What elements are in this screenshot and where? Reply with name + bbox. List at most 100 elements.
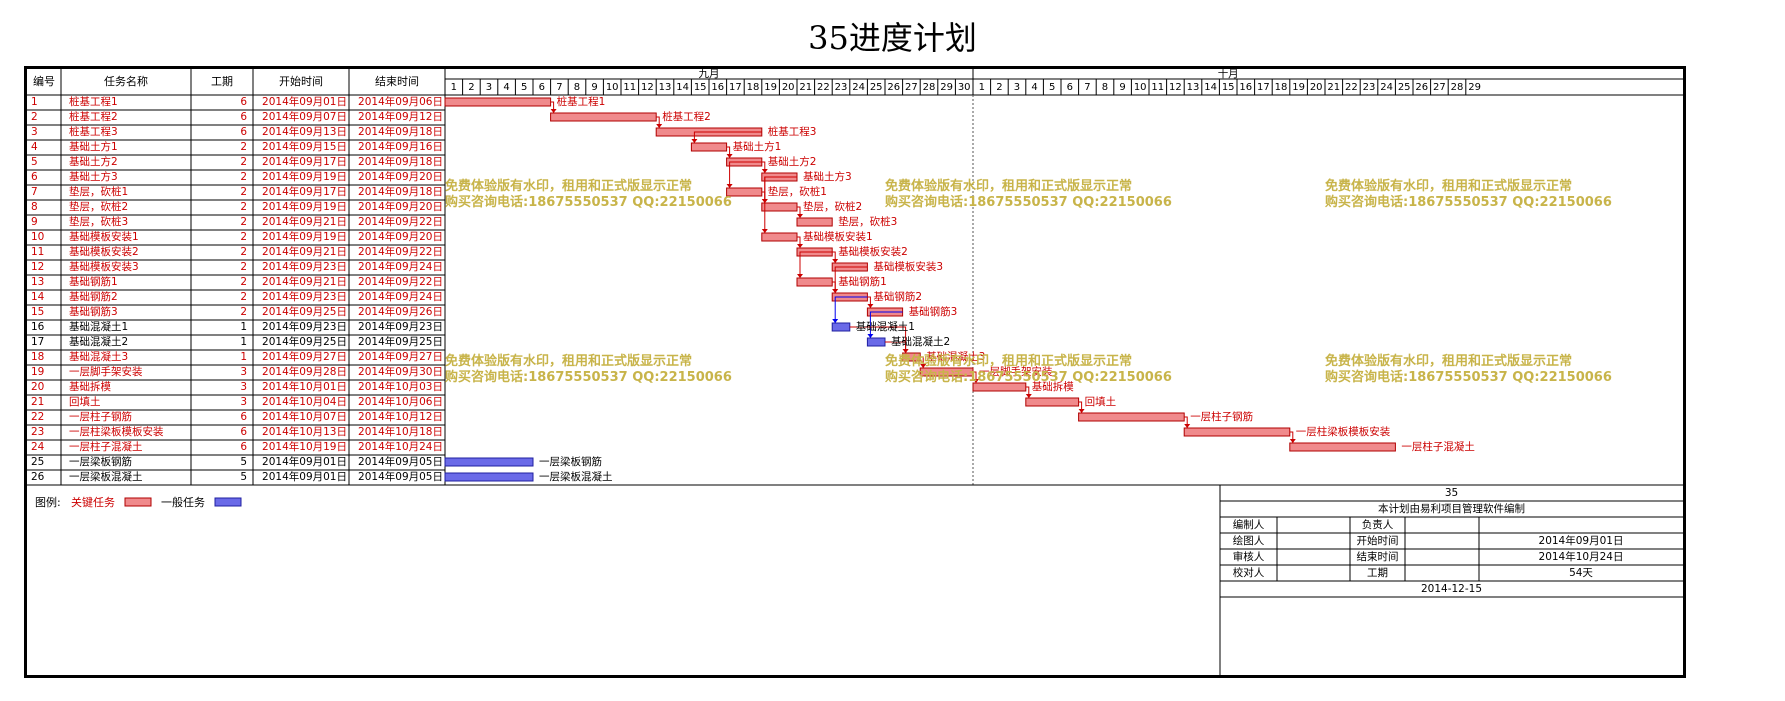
legend-label: 图例: bbox=[35, 496, 61, 509]
task-id: 12 bbox=[31, 261, 45, 273]
day-number: 18 bbox=[1274, 82, 1288, 93]
task-id: 24 bbox=[31, 441, 45, 453]
day-number: 15 bbox=[1221, 82, 1235, 93]
day-number: 3 bbox=[485, 82, 493, 93]
dependency-link bbox=[729, 161, 762, 188]
task-start: 2014年09月23日 bbox=[262, 261, 347, 273]
info-cell: 工期 bbox=[1367, 567, 1388, 579]
dependency-arrow bbox=[726, 184, 733, 188]
dependency-link bbox=[799, 251, 833, 278]
task-start: 2014年10月01日 bbox=[262, 381, 347, 393]
month-label-sep: 九月 bbox=[698, 68, 720, 80]
task-name: 一层梁板钢筋 bbox=[69, 456, 132, 468]
task-start: 2014年10月13日 bbox=[262, 426, 347, 438]
day-number: 30 bbox=[957, 82, 971, 93]
task-start: 2014年09月23日 bbox=[262, 321, 347, 333]
bar-label: 基础模板安装1 bbox=[803, 231, 873, 243]
bar-label: 一层柱子混凝土 bbox=[1401, 441, 1475, 453]
dependency-arrow bbox=[1184, 424, 1191, 428]
task-start: 2014年10月19日 bbox=[262, 441, 347, 453]
task-name: 桩基工程3 bbox=[69, 126, 118, 138]
info-cell: 结束时间 bbox=[1356, 551, 1399, 563]
task-end: 2014年09月24日 bbox=[358, 291, 443, 303]
dependency-arrow bbox=[761, 169, 768, 173]
dependency-arrow bbox=[550, 109, 557, 113]
bar-label: 桩基工程1 bbox=[556, 96, 606, 108]
critical-task-bar bbox=[761, 202, 798, 212]
bar-label: 基础拆模 bbox=[1031, 381, 1074, 393]
normal-task-bar bbox=[866, 337, 886, 347]
task-name: 基础土方2 bbox=[69, 156, 118, 168]
day-number: 7 bbox=[1084, 82, 1091, 93]
task-start: 2014年09月19日 bbox=[262, 171, 347, 183]
task-name: 一层柱梁板模板安装 bbox=[69, 426, 164, 438]
task-duration: 5 bbox=[240, 471, 247, 483]
day-number: 23 bbox=[1362, 82, 1376, 93]
task-end: 2014年10月12日 bbox=[358, 411, 443, 423]
task-id: 14 bbox=[31, 291, 45, 303]
task-end: 2014年09月22日 bbox=[358, 276, 443, 288]
task-name: 基础拆模 bbox=[69, 381, 111, 393]
bar-label: 基础模板安装2 bbox=[838, 246, 908, 258]
header-name: 任务名称 bbox=[104, 75, 148, 88]
dependency-arrow bbox=[656, 124, 663, 128]
task-duration: 6 bbox=[240, 96, 247, 108]
watermark-line2: 购买咨询电话:18675550537 QQ:22150066 bbox=[1325, 195, 1612, 210]
task-duration: 6 bbox=[240, 426, 247, 438]
normal-task-bar bbox=[444, 472, 534, 482]
day-number: 25 bbox=[869, 82, 883, 93]
task-start: 2014年09月25日 bbox=[262, 306, 347, 318]
critical-task-bar bbox=[1078, 412, 1185, 422]
task-start: 2014年09月21日 bbox=[262, 216, 347, 228]
task-end: 2014年09月25日 bbox=[358, 336, 443, 348]
day-number: 6 bbox=[538, 82, 545, 93]
task-id: 19 bbox=[31, 366, 45, 378]
task-id: 6 bbox=[31, 171, 38, 183]
day-number: 20 bbox=[1309, 82, 1323, 93]
task-duration: 1 bbox=[240, 321, 247, 333]
dependency-arrow bbox=[797, 244, 803, 248]
header-start: 开始时间 bbox=[279, 75, 323, 88]
dependency-arrow bbox=[1025, 394, 1032, 398]
task-id: 8 bbox=[31, 201, 38, 213]
task-duration: 3 bbox=[240, 396, 247, 408]
task-duration: 6 bbox=[240, 441, 247, 453]
task-name: 垫层，砍桩3 bbox=[69, 216, 129, 228]
critical-task-bar bbox=[761, 232, 798, 242]
dependency-link bbox=[834, 266, 868, 293]
gantt-chart: 编号 任务名称 工期 开始时间 结束时间 九月 十月 1 2 3 4 5 6 7 8 9 10 11 12 13 14 1… bbox=[24, 66, 1686, 678]
task-id: 11 bbox=[31, 246, 45, 258]
task-name: 基础混凝土3 bbox=[69, 351, 129, 363]
task-id: 23 bbox=[31, 426, 45, 438]
task-end: 2014年09月12日 bbox=[358, 111, 443, 123]
task-name: 一层脚手架安装 bbox=[69, 366, 143, 378]
dependency-arrow bbox=[797, 214, 803, 218]
legend-normal-label: 一般任务 bbox=[161, 496, 205, 509]
task-id: 7 bbox=[31, 186, 38, 198]
task-duration: 6 bbox=[240, 111, 247, 123]
critical-task-bar bbox=[1025, 397, 1080, 407]
watermark-line1: 免费体验版有水印，租用和正式版显示正常 bbox=[445, 354, 693, 369]
info-cell: 审核人 bbox=[1232, 551, 1265, 563]
task-duration: 2 bbox=[240, 186, 247, 198]
day-number: 5 bbox=[521, 82, 528, 93]
task-id: 3 bbox=[31, 126, 38, 138]
task-name: 基础模板安装1 bbox=[69, 231, 139, 243]
task-start: 2014年09月15日 bbox=[262, 141, 347, 153]
bar-label: 一层脚手架安装 bbox=[979, 366, 1053, 378]
task-duration: 2 bbox=[240, 171, 247, 183]
task-name: 一层梁板混凝土 bbox=[69, 471, 143, 483]
dependency-arrow bbox=[867, 304, 874, 308]
day-number: 27 bbox=[905, 82, 918, 93]
bar-label: 基础土方2 bbox=[767, 156, 817, 168]
task-name: 基础混凝土1 bbox=[69, 321, 129, 333]
month-label-oct: 十月 bbox=[1217, 68, 1239, 80]
day-number: 14 bbox=[676, 82, 689, 93]
day-number: 25 bbox=[1397, 82, 1411, 93]
task-id: 9 bbox=[31, 216, 38, 228]
task-start: 2014年09月19日 bbox=[262, 201, 347, 213]
task-end: 2014年09月22日 bbox=[358, 246, 443, 258]
critical-task-bar bbox=[1183, 427, 1291, 437]
task-name: 基础模板安装2 bbox=[69, 246, 139, 258]
task-duration: 2 bbox=[240, 231, 247, 243]
